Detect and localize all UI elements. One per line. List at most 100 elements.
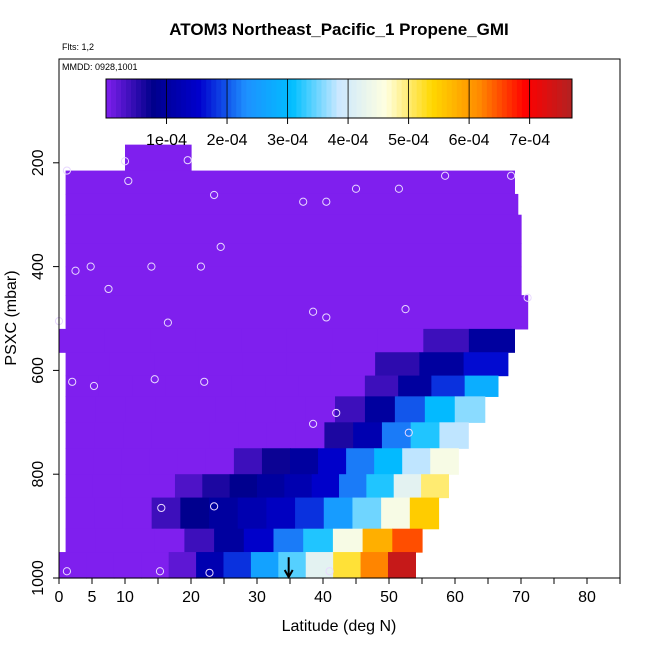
colorbar-swatch-36 xyxy=(286,79,292,118)
heat-cell-11-7 xyxy=(266,422,297,449)
colorbar-swatch-49 xyxy=(351,79,358,118)
sample-point-15 xyxy=(216,242,225,251)
sample-point-23 xyxy=(322,313,331,322)
heat-cell-7-8 xyxy=(423,328,470,353)
colorbar-swatch-33 xyxy=(271,79,277,118)
heat-cell-10-6 xyxy=(245,396,276,423)
heat-cell-8-9 xyxy=(463,352,509,377)
heat-cell-9-3 xyxy=(165,375,200,397)
heat-cell-11-2 xyxy=(123,422,153,449)
heat-cell-8-3 xyxy=(198,352,244,377)
colorbar-swatch-83 xyxy=(521,79,528,118)
colorbar-swatch-90 xyxy=(556,79,563,118)
colorbar-swatch-4 xyxy=(126,79,132,118)
y-axis: 200 400 600 800 1000 xyxy=(30,149,59,596)
sample-point-3 xyxy=(325,567,334,576)
colorbar-swatch-43 xyxy=(321,79,327,118)
colorbar-swatch-59 xyxy=(401,79,408,118)
sample-point-12 xyxy=(322,197,331,206)
colorbar-swatch-12 xyxy=(166,79,172,118)
colorbar-swatch-41 xyxy=(311,79,317,118)
colorbar-swatch-69 xyxy=(451,79,458,118)
heat-cell-14-7 xyxy=(266,497,296,530)
y-tick-label-3: 800 xyxy=(30,461,47,488)
colorbar-swatch-7 xyxy=(141,79,147,118)
heat-cell-13-9 xyxy=(311,474,340,499)
colorbar-swatch-18 xyxy=(196,79,202,118)
heat-cell-12-11 xyxy=(374,448,403,475)
x-axis: 0 5 10 20 30 40 50 60 70 80 xyxy=(55,578,621,606)
heat-cell-15-9 xyxy=(332,528,364,553)
heat-cell-13-10 xyxy=(339,474,367,499)
heat-cell-8-2 xyxy=(154,352,199,377)
chart-title: ATOM3 Northeast_Pacific_1 Propene_GMI xyxy=(169,20,508,39)
sample-point-10 xyxy=(210,190,219,200)
heat-cell-12-12 xyxy=(402,448,431,475)
heat-cell-12-8 xyxy=(290,448,319,475)
heat-cell-12-0 xyxy=(65,448,95,475)
sample-point-6 xyxy=(124,176,133,186)
heat-cell-14-1 xyxy=(94,497,124,530)
heat-cell-8-7 xyxy=(375,352,420,377)
heat-cell-16-0 xyxy=(59,552,88,579)
colorbar-swatch-74 xyxy=(476,79,483,118)
heat-cell-12-4 xyxy=(177,448,207,475)
sample-point-7 xyxy=(183,156,192,165)
heat-cell-12-7 xyxy=(261,448,291,475)
heat-cell-16-5 xyxy=(196,552,225,579)
heat-cell-8-4 xyxy=(242,352,288,377)
dates-label: MMDD: 0928,1001 xyxy=(62,62,138,72)
colorbar-swatch-55 xyxy=(381,79,388,118)
heat-cell-13-7 xyxy=(257,474,285,499)
heat-cell-11-0 xyxy=(65,422,95,449)
heat-cell-15-8 xyxy=(303,528,334,553)
heat-cell-15-11 xyxy=(392,528,423,553)
colorbar-ticks: 1e-04 2e-04 3e-04 4e-04 5e-04 6e-04 7e-04 xyxy=(146,79,550,149)
heat-cell-16-7 xyxy=(250,552,279,579)
x-tick-label-3: 20 xyxy=(182,589,200,606)
sample-point-28 xyxy=(150,375,159,384)
colorbar-swatch-26 xyxy=(236,79,242,118)
heat-cell-10-4 xyxy=(185,396,216,423)
heat-cell-15-6 xyxy=(243,528,275,553)
heat-cell-16-6 xyxy=(223,552,252,579)
x-tick-label-6: 50 xyxy=(380,589,398,606)
sample-point-32 xyxy=(404,428,413,437)
heat-cell-8-8 xyxy=(419,352,465,377)
arrow-head xyxy=(283,569,294,580)
sample-point-17 xyxy=(86,262,95,271)
colorbar-swatch-64 xyxy=(426,79,433,118)
heat-cell-10-7 xyxy=(275,396,306,423)
colorbar-swatch-42 xyxy=(316,79,322,118)
colorbar-swatch-32 xyxy=(266,79,272,118)
colorbar-swatch-28 xyxy=(246,79,252,118)
colorbar-swatch-40 xyxy=(306,79,312,118)
heat-cell-10-0 xyxy=(65,396,97,423)
heatmap-layer xyxy=(59,144,529,579)
heat-cell-10-5 xyxy=(215,396,246,423)
heat-cell-15-7 xyxy=(273,528,304,553)
colorbar-swatch-25 xyxy=(231,79,237,118)
colorbar-swatch-61 xyxy=(411,79,418,118)
colorbar-swatch-65 xyxy=(431,79,438,118)
heat-cell-13-0 xyxy=(65,474,94,499)
colorbar-swatch-71 xyxy=(461,79,468,118)
heat-cell-11-10 xyxy=(353,422,383,449)
heat-cell-13-13 xyxy=(421,474,449,499)
y-tick-label-4: 1000 xyxy=(30,560,47,596)
heat-cell-9-4 xyxy=(198,375,233,397)
x-tick-label-0: 0 xyxy=(55,589,64,606)
sample-point-24 xyxy=(401,305,410,314)
colorbar-swatch-73 xyxy=(471,79,478,118)
colorbar-swatch-19 xyxy=(201,79,207,118)
colorbar-swatch-78 xyxy=(496,79,503,118)
heat-cell-10-13 xyxy=(454,396,486,423)
heat-cell-3-0 xyxy=(65,214,522,244)
heat-cell-16-4 xyxy=(168,552,197,579)
x-axis-label: Latitude (deg N) xyxy=(282,618,397,635)
heat-cell-6-0 xyxy=(65,295,529,330)
x-tick-label-9: 80 xyxy=(578,589,596,606)
heat-cell-14-11 xyxy=(381,497,411,530)
y-tick-label-1: 400 xyxy=(30,253,47,280)
heat-cell-7-6 xyxy=(332,328,379,353)
